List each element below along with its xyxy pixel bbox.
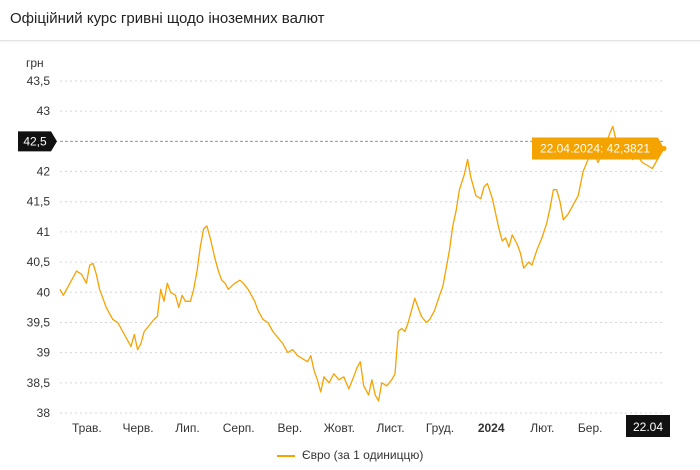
legend-label: Євро (за 1 одиниццю) <box>301 448 424 462</box>
y-tick-label: 43 <box>37 104 51 118</box>
y-crosshair-label: 42,5 <box>23 134 47 148</box>
x-tick-label: Лют. <box>530 421 554 435</box>
x-crosshair-badge <box>626 415 670 437</box>
tooltip-box <box>532 137 664 160</box>
y-tick-label: 43,5 <box>27 74 51 88</box>
page-header: Офіційний курс гривні щодо іноземних вал… <box>0 0 700 41</box>
x-tick-label: 2024 <box>478 421 505 435</box>
chart-container: грн 43,5 43 42,5 42 41,5 41 40,5 40 39,5 39 38,5 38 Т… <box>0 41 700 470</box>
line-chart: грн 43,5 43 42,5 42 41,5 41 40,5 40 39,5 39 38,5 38 Т… <box>18 56 670 437</box>
y-tick-label: 40,5 <box>27 255 51 269</box>
x-tick-label: Вер. <box>277 421 302 435</box>
x-tick-label: Серп. <box>223 421 255 435</box>
x-tick-label: Лип. <box>175 421 199 435</box>
y-tick-label: 39 <box>37 346 51 360</box>
y-tick-label: 39,5 <box>27 315 51 329</box>
x-tick-label: Черв. <box>122 421 153 435</box>
y-axis-label: грн <box>26 56 44 70</box>
legend-swatch <box>276 454 295 457</box>
y-tick-label: 41,5 <box>27 195 51 209</box>
y-tick-label: 41 <box>37 225 51 239</box>
x-tick-label: Лист. <box>376 421 404 435</box>
chart-legend[interactable]: Євро (за 1 одиниццю) <box>0 448 700 462</box>
y-tick-label: 40 <box>37 285 51 299</box>
y-tick-label: 42 <box>37 165 51 179</box>
x-tick-label: Груд. <box>426 421 454 435</box>
highlight-point <box>661 145 667 151</box>
y-crosshair-badge <box>18 131 57 152</box>
x-tick-label: Трав. <box>72 421 102 435</box>
tooltip-text: 22.04.2024: 42,3821 <box>540 141 650 155</box>
x-tick-label: Бер. <box>578 421 603 435</box>
x-tick-label: Жовт. <box>324 421 355 435</box>
series-line-euro <box>59 125 665 402</box>
y-tick-label: 38 <box>37 406 51 420</box>
page-title: Офіційний курс гривні щодо іноземних вал… <box>10 10 325 27</box>
x-crosshair-label: 22.04 <box>633 420 663 434</box>
y-tick-label: 38,5 <box>27 376 51 390</box>
